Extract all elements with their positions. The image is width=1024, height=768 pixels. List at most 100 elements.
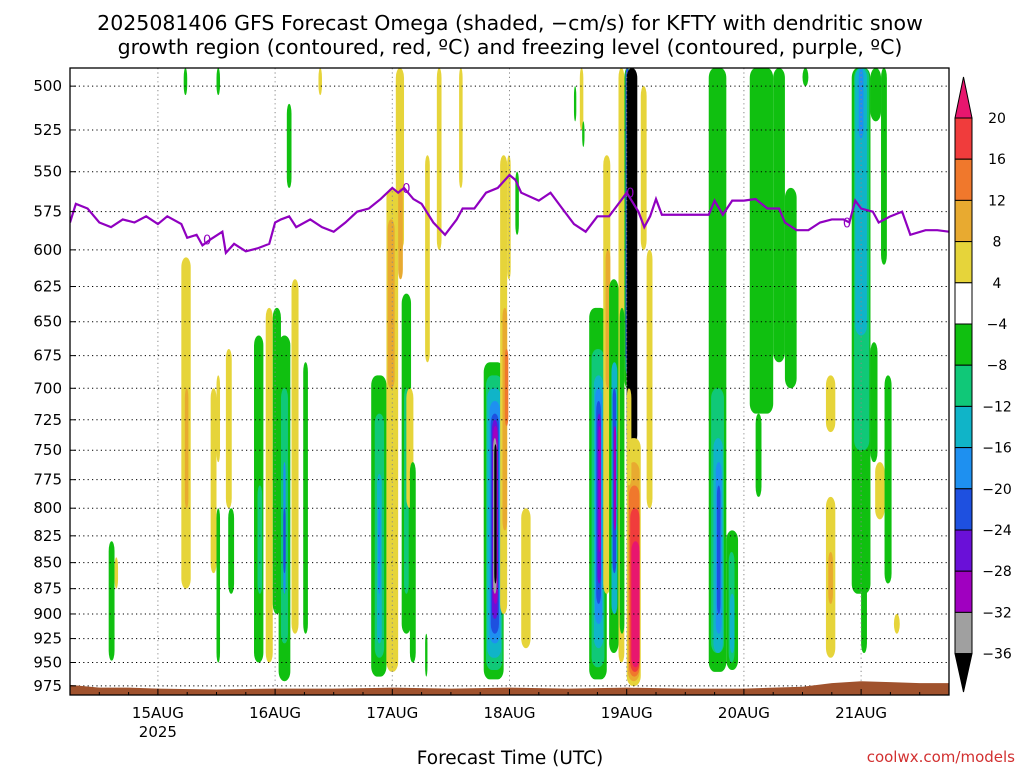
colorbar-box	[954, 364, 973, 407]
omega-cell	[398, 187, 403, 280]
plot-area: 0 0 0 0	[70, 68, 949, 695]
colorbar-box	[954, 199, 973, 243]
freezing-level-label: 0	[402, 182, 410, 197]
omega-cell	[108, 541, 115, 661]
y-tick-label: 900	[33, 605, 62, 623]
colorbar-box	[954, 323, 973, 366]
colorbar-label: 20	[988, 111, 1006, 127]
omega-cell	[409, 462, 416, 663]
y-tick-label: 950	[33, 654, 62, 672]
colorbar-box	[954, 529, 973, 572]
omega-shading	[108, 68, 900, 686]
y-tick-label: 750	[33, 441, 62, 459]
x-tick-label: 15AUG	[132, 704, 184, 722]
omega-cell	[183, 68, 188, 96]
colorbar-box	[954, 611, 973, 655]
omega-cell	[283, 508, 286, 574]
x-tick-label: 21AUG	[835, 704, 887, 722]
omega-cell	[640, 86, 647, 250]
colorbar-label: −36	[982, 647, 1012, 663]
omega-cell	[729, 593, 735, 654]
omega-cell	[459, 68, 463, 188]
y-tick-label: 525	[33, 121, 62, 139]
chart-title-line2: growth region (contoured, red, ºC) and f…	[118, 35, 903, 59]
omega-cell	[425, 633, 428, 677]
omega-cell	[626, 388, 632, 486]
omega-cell	[825, 375, 836, 433]
colorbar-box	[954, 241, 973, 284]
x-tick-label: 20AUG	[718, 704, 770, 722]
x-tick-label: 16AUG	[249, 704, 301, 722]
omega-cell	[784, 187, 797, 389]
omega-cell	[598, 425, 601, 553]
colorbar-bottom-triangle	[954, 653, 973, 693]
freezing-level-label: 0	[843, 217, 851, 232]
colorbar-box	[954, 488, 973, 531]
omega-cell	[184, 388, 189, 509]
omega-cell	[210, 388, 217, 574]
omega-cell	[755, 413, 762, 497]
y-tick-label: 500	[33, 77, 62, 95]
y-tick-label: 625	[33, 278, 62, 296]
x-tick-label: 18AUG	[484, 704, 536, 722]
omega-cell	[521, 508, 531, 649]
omega-cell	[881, 68, 887, 265]
omega-cell	[216, 375, 221, 463]
x-tick-sublabel: 2025	[139, 723, 177, 741]
colorbar-label: −4	[987, 317, 1008, 333]
omega-cell	[802, 68, 809, 87]
omega-cell	[582, 121, 585, 147]
omega-cell	[436, 68, 442, 250]
omega-cell	[573, 86, 577, 122]
y-tick-label: 650	[33, 313, 62, 331]
omega-cell	[228, 508, 235, 594]
omega-cell	[257, 485, 263, 594]
omega-cell	[504, 348, 509, 426]
omega-cell	[646, 249, 653, 509]
omega-cell	[507, 155, 511, 280]
y-tick-label: 575	[33, 203, 62, 221]
grid	[70, 68, 949, 695]
omega-cell	[265, 307, 273, 663]
y-tick-label: 775	[33, 471, 62, 489]
freezing-level-label: 0	[203, 233, 211, 248]
y-tick-label: 725	[33, 411, 62, 429]
colorbar-top-triangle	[954, 76, 973, 119]
chart-title-line1: 2025081406 GFS Forecast Omega (shaded, −…	[97, 11, 923, 35]
omega-cell	[749, 68, 774, 414]
omega-cell	[387, 219, 395, 389]
colorbar-box	[954, 405, 973, 449]
omega-cell	[286, 103, 292, 188]
colorbar-box	[954, 158, 973, 201]
y-tick-label: 600	[33, 241, 62, 259]
y-tick-label: 675	[33, 347, 62, 365]
colorbar-label: −20	[982, 482, 1012, 498]
x-tick-label: 19AUG	[601, 704, 653, 722]
colorbar-label: −24	[982, 523, 1012, 539]
y-tick-label: 700	[33, 379, 62, 397]
colorbar-label: −16	[982, 441, 1012, 457]
y-tick-label: 800	[33, 499, 62, 517]
omega-cell	[216, 508, 221, 663]
omega-cell	[378, 508, 381, 594]
omega-cell	[870, 342, 878, 463]
omega-cell	[318, 68, 322, 96]
colorbar-label: 4	[993, 276, 1002, 292]
omega-cell	[828, 552, 833, 604]
omega-cell	[494, 444, 497, 584]
omega-cell	[884, 375, 892, 584]
omega-cell	[861, 508, 867, 654]
colorbar-label: 8	[993, 235, 1002, 251]
y-tick-label: 825	[33, 527, 62, 545]
y-tick-label: 850	[33, 554, 62, 572]
colorbar-label: −12	[982, 399, 1012, 415]
freezing-level-label: 0	[626, 187, 634, 202]
colorbar-box	[954, 570, 973, 613]
omega-cell	[114, 557, 119, 589]
colorbar: 20 16 12 8 4 −4 −8 −12 −16 −20 −24 −28 −32 −36	[954, 76, 1012, 693]
colorbar-label: −32	[982, 605, 1012, 621]
credit-link[interactable]: coolwx.com/models	[867, 748, 1015, 766]
colorbar-box	[954, 282, 973, 325]
omega-cell	[303, 362, 308, 634]
